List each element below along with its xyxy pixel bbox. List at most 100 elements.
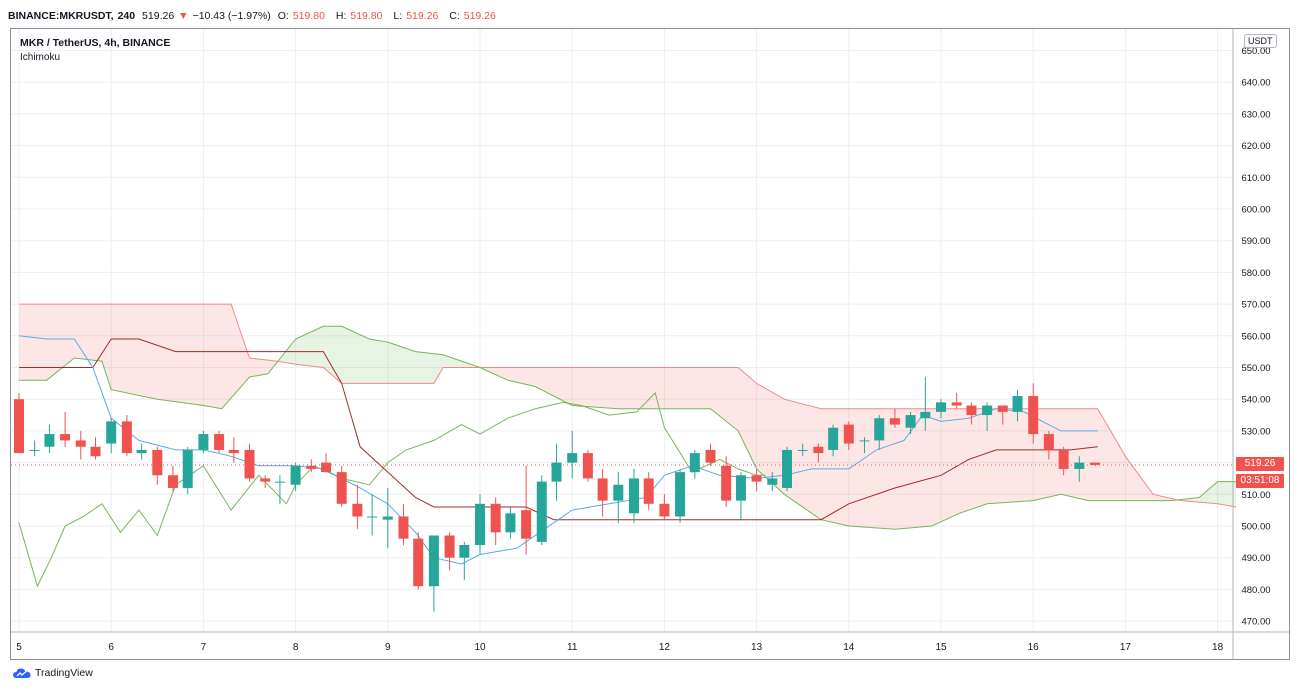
candle-down bbox=[336, 472, 347, 504]
low-value: 519.26 bbox=[406, 10, 439, 22]
chart-legend-title[interactable]: MKR / TetherUS, 4h, BINANCE bbox=[20, 37, 171, 49]
candle-down bbox=[1058, 449, 1069, 469]
candle-up bbox=[274, 481, 285, 483]
time-tick-label: 7 bbox=[201, 642, 207, 653]
candle-up bbox=[767, 478, 778, 485]
time-tick-label: 12 bbox=[659, 642, 671, 653]
cloud-bullish-fill bbox=[277, 326, 480, 384]
candle-up bbox=[782, 449, 793, 488]
time-tick-label: 18 bbox=[1212, 642, 1224, 653]
last-price-tag: 519.26 bbox=[1236, 457, 1284, 471]
candle-up bbox=[106, 421, 117, 444]
candle-up bbox=[290, 465, 301, 485]
candle-up bbox=[905, 415, 916, 428]
candle-down bbox=[75, 440, 86, 447]
symbol-name[interactable]: BINANCE:MKRUSDT, bbox=[8, 10, 114, 22]
candle-up bbox=[505, 513, 516, 533]
candle-down bbox=[1089, 462, 1100, 465]
senkou-span-a-line bbox=[19, 325, 1236, 530]
price-tick-label: 500.00 bbox=[1241, 522, 1270, 533]
candle-up bbox=[198, 434, 209, 450]
candle-up bbox=[920, 411, 931, 419]
candle-up bbox=[29, 449, 40, 451]
candle-down bbox=[90, 446, 101, 457]
candle-up bbox=[1012, 396, 1023, 412]
candle-up bbox=[367, 516, 378, 518]
price-tick-label: 620.00 bbox=[1241, 141, 1270, 152]
price-tick-label: 550.00 bbox=[1241, 363, 1270, 374]
candle-down bbox=[751, 475, 762, 482]
tradingview-cloud-icon bbox=[13, 668, 31, 678]
time-tick-label: 15 bbox=[935, 642, 947, 653]
candle-up bbox=[689, 453, 700, 473]
candle-up bbox=[675, 472, 686, 517]
price-tick-label: 590.00 bbox=[1241, 236, 1270, 247]
candle-down bbox=[1028, 396, 1039, 435]
time-tick-label: 10 bbox=[474, 642, 486, 653]
candle-up bbox=[936, 402, 946, 412]
candle-up bbox=[475, 503, 485, 546]
time-tick-label: 16 bbox=[1028, 642, 1040, 653]
candle-up bbox=[1074, 462, 1085, 469]
candle-up bbox=[628, 478, 639, 514]
price-tick-label: 610.00 bbox=[1241, 173, 1270, 184]
candle-up bbox=[797, 449, 808, 451]
open-value: 519.80 bbox=[292, 10, 325, 22]
candle-down bbox=[643, 478, 654, 504]
last-price: 519.26 bbox=[142, 10, 175, 22]
candle-down bbox=[1043, 434, 1054, 450]
currency-badge[interactable]: USDT bbox=[1244, 34, 1277, 48]
candle-down bbox=[152, 449, 163, 476]
high-label: H: bbox=[335, 10, 347, 22]
price-tick-label: 540.00 bbox=[1241, 395, 1270, 406]
close-label: C: bbox=[449, 10, 460, 22]
price-tick-label: 640.00 bbox=[1241, 78, 1270, 89]
candle-down bbox=[705, 449, 716, 463]
brand-name: TradingView bbox=[35, 667, 93, 679]
high-value: 519.80 bbox=[350, 10, 383, 22]
tradingview-logo[interactable]: TradingView bbox=[12, 667, 93, 679]
candle-down bbox=[813, 446, 824, 454]
candle-up bbox=[859, 440, 870, 442]
candle-down bbox=[582, 453, 593, 479]
time-tick-label: 6 bbox=[108, 642, 114, 653]
cloud-bearish-fill bbox=[19, 304, 278, 409]
candle-down bbox=[398, 516, 409, 539]
candle-up bbox=[551, 462, 562, 482]
time-tick-label: 9 bbox=[385, 642, 391, 653]
candle-down bbox=[413, 538, 424, 587]
time-axis-labels: 5 6 7 8 9 10 11 12 13 14 15 16 17 18 bbox=[16, 642, 1223, 653]
price-tick-label: 580.00 bbox=[1241, 268, 1270, 279]
price-tick-label: 570.00 bbox=[1241, 300, 1270, 311]
price-tick-label: 560.00 bbox=[1241, 331, 1270, 342]
candle-up bbox=[567, 453, 578, 463]
change-value: −10.43 (−1.97%) bbox=[192, 10, 271, 22]
time-tick-label: 8 bbox=[293, 642, 299, 653]
candle-down bbox=[597, 478, 608, 501]
candle-up bbox=[536, 481, 547, 542]
candle-down bbox=[997, 405, 1008, 412]
candle-down bbox=[444, 535, 455, 558]
price-axis-labels: 470.00480.00490.00500.00510.00520.00530.… bbox=[1241, 46, 1270, 628]
candle-down bbox=[228, 449, 239, 454]
candle-down bbox=[659, 503, 670, 517]
candle-up bbox=[428, 535, 439, 587]
time-tick-label: 5 bbox=[16, 642, 22, 653]
candle-down bbox=[167, 475, 178, 488]
indicator-legend[interactable]: Ichimoku bbox=[20, 52, 61, 63]
candle-down bbox=[490, 503, 501, 533]
candle-down bbox=[966, 405, 977, 416]
price-tick-label: 600.00 bbox=[1241, 205, 1270, 216]
change-down-icon: ▼ bbox=[178, 10, 189, 22]
close-value: 519.26 bbox=[463, 10, 496, 22]
candle-up bbox=[828, 427, 839, 450]
senkou-span-b-line bbox=[19, 303, 1237, 508]
candle-down bbox=[721, 465, 732, 501]
candle-down bbox=[321, 462, 332, 473]
time-tick-label: 14 bbox=[843, 642, 855, 653]
interval-label[interactable]: 240 bbox=[117, 10, 136, 22]
candle-down bbox=[214, 434, 225, 450]
price-tick-label: 510.00 bbox=[1241, 490, 1270, 501]
chart-frame bbox=[10, 28, 1290, 660]
